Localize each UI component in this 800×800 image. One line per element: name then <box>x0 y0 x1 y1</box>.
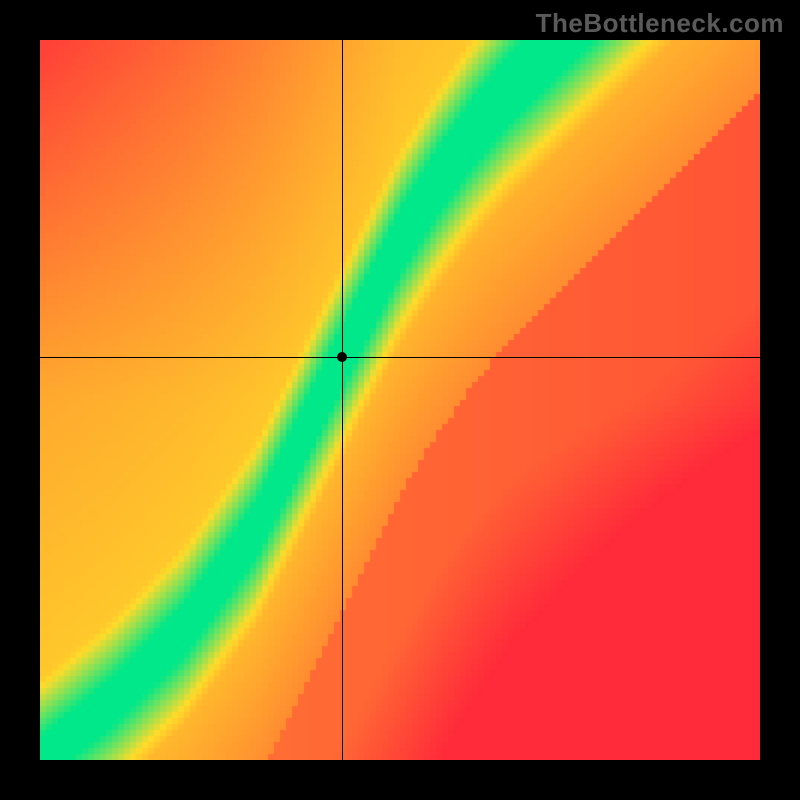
chart-container: TheBottleneck.com <box>0 0 800 800</box>
crosshair-horizontal <box>40 357 760 358</box>
heatmap-canvas <box>40 40 760 760</box>
watermark-text: TheBottleneck.com <box>536 8 784 39</box>
plot-area <box>40 40 760 760</box>
crosshair-vertical <box>342 40 343 760</box>
crosshair-marker <box>337 352 347 362</box>
